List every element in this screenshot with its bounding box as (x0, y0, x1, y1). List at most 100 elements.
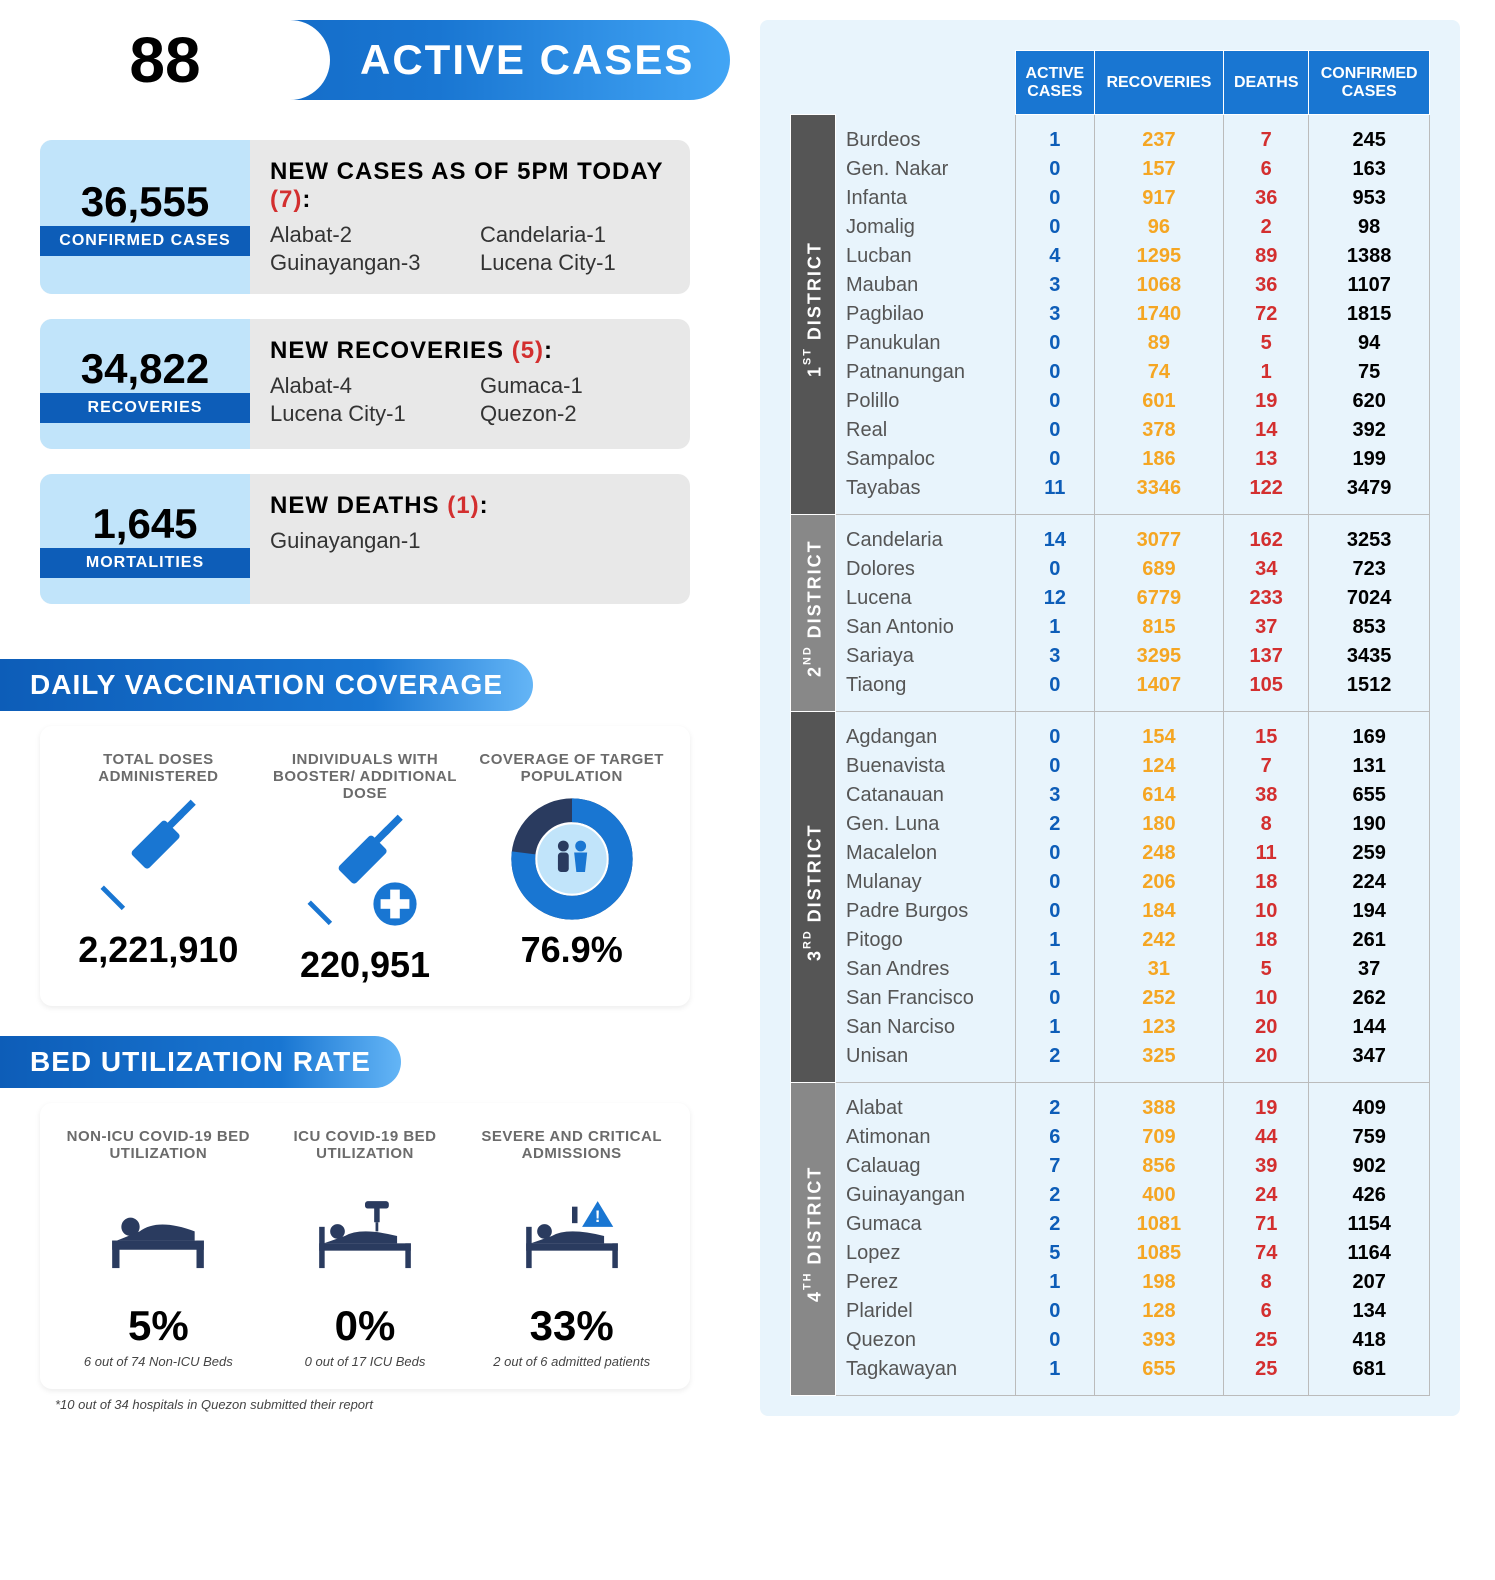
recoveries-head: NEW RECOVERIES (5): (270, 337, 670, 365)
cell-dth: 10 (1224, 984, 1309, 1013)
cell-rec: 709 (1094, 1123, 1223, 1152)
table-row: Lucban41295891388 (791, 242, 1430, 271)
cell-dth: 5 (1224, 329, 1309, 358)
cell-conf: 681 (1309, 1355, 1430, 1396)
cell-rec: 31 (1094, 955, 1223, 984)
cell-rec: 242 (1094, 926, 1223, 955)
cell-muni: Panukulan (836, 329, 1016, 358)
cell-conf: 199 (1309, 445, 1430, 474)
cell-dth: 37 (1224, 613, 1309, 642)
cell-dth: 10 (1224, 897, 1309, 926)
cell-muni: Alabat (836, 1083, 1016, 1124)
cell-rec: 3295 (1094, 642, 1223, 671)
recoveries-value: 34,822 (81, 345, 209, 393)
cell-conf: 347 (1309, 1042, 1430, 1083)
active-cases-banner: 88 ACTIVE CASES (0, 20, 730, 100)
district-label: 4TH DISTRICT (791, 1083, 836, 1396)
recoveries-details: Alabat-4Gumaca-1Lucena City-1Quezon-2 (270, 373, 670, 427)
table-row: Pitogo124218261 (791, 926, 1430, 955)
cell-muni: Catanauan (836, 781, 1016, 810)
cell-active: 2 (1016, 1181, 1095, 1210)
cell-active: 2 (1016, 1210, 1095, 1239)
cell-dth: 18 (1224, 926, 1309, 955)
table-row: Atimonan670944759 (791, 1123, 1430, 1152)
cell-conf: 426 (1309, 1181, 1430, 1210)
bed-nonicu: NON-ICU COVID-19 BED UTILIZATION 5% 6 ou… (60, 1128, 257, 1369)
detail-item: Lucena City-1 (480, 250, 670, 276)
cell-active: 5 (1016, 1239, 1095, 1268)
detail-item: Guinayangan-3 (270, 250, 460, 276)
table-row: Pagbilao31740721815 (791, 300, 1430, 329)
cell-active: 2 (1016, 1083, 1095, 1124)
cell-conf: 392 (1309, 416, 1430, 445)
cell-rec: 856 (1094, 1152, 1223, 1181)
bed-severe-value: 33% (473, 1302, 670, 1350)
cell-dth: 162 (1224, 515, 1309, 556)
cell-rec: 180 (1094, 810, 1223, 839)
cell-rec: 325 (1094, 1042, 1223, 1083)
bed-icon (60, 1176, 257, 1296)
cell-muni: Guinayangan (836, 1181, 1016, 1210)
cell-conf: 261 (1309, 926, 1430, 955)
cell-muni: Padre Burgos (836, 897, 1016, 926)
cell-rec: 206 (1094, 868, 1223, 897)
cell-conf: 1512 (1309, 671, 1430, 712)
table-row: Mulanay020618224 (791, 868, 1430, 897)
table-row: Sariaya332951373435 (791, 642, 1430, 671)
cell-muni: Unisan (836, 1042, 1016, 1083)
cell-dth: 7 (1224, 115, 1309, 156)
syringe-plus-icon (267, 814, 464, 934)
table-row: Infanta091736953 (791, 184, 1430, 213)
table-row: Catanauan361438655 (791, 781, 1430, 810)
confirmed-details: Alabat-2Candelaria-1Guinayangan-3Lucena … (270, 222, 670, 276)
cell-active: 0 (1016, 868, 1095, 897)
cell-active: 0 (1016, 897, 1095, 926)
mortalities-value: 1,645 (92, 500, 197, 548)
table-row: Gen. Nakar01576163 (791, 155, 1430, 184)
cell-active: 0 (1016, 416, 1095, 445)
vax-booster-value: 220,951 (267, 944, 464, 986)
cell-muni: Atimonan (836, 1123, 1016, 1152)
cell-conf: 3253 (1309, 515, 1430, 556)
cell-conf: 134 (1309, 1297, 1430, 1326)
table-row: Tiaong014071051512 (791, 671, 1430, 712)
table-row: 4TH DISTRICTAlabat238819409 (791, 1083, 1430, 1124)
cell-dth: 39 (1224, 1152, 1309, 1181)
table-row: Unisan232520347 (791, 1042, 1430, 1083)
cell-active: 0 (1016, 1297, 1095, 1326)
cell-active: 0 (1016, 671, 1095, 712)
donut-chart-icon (473, 799, 670, 919)
cell-dth: 19 (1224, 1083, 1309, 1124)
cell-rec: 815 (1094, 613, 1223, 642)
table-row: Sampaloc018613199 (791, 445, 1430, 474)
cell-conf: 1815 (1309, 300, 1430, 329)
cell-muni: Buenavista (836, 752, 1016, 781)
cell-conf: 259 (1309, 839, 1430, 868)
mortalities-head: NEW DEATHS (1): (270, 492, 670, 520)
cell-conf: 75 (1309, 358, 1430, 387)
cell-rec: 154 (1094, 712, 1223, 753)
cell-active: 7 (1016, 1152, 1095, 1181)
table-row: San Andres131537 (791, 955, 1430, 984)
cell-dth: 24 (1224, 1181, 1309, 1210)
cell-muni: Gumaca (836, 1210, 1016, 1239)
vax-coverage-value: 76.9% (473, 929, 670, 971)
cell-rec: 74 (1094, 358, 1223, 387)
table-row: 3RD DISTRICTAgdangan015415169 (791, 712, 1430, 753)
cell-active: 12 (1016, 584, 1095, 613)
cell-active: 0 (1016, 184, 1095, 213)
vax-doses-value: 2,221,910 (60, 929, 257, 971)
cell-rec: 123 (1094, 1013, 1223, 1042)
cell-dth: 36 (1224, 184, 1309, 213)
cell-rec: 6779 (1094, 584, 1223, 613)
cell-conf: 620 (1309, 387, 1430, 416)
cell-rec: 388 (1094, 1083, 1223, 1124)
cell-muni: Pitogo (836, 926, 1016, 955)
active-cases-value: 88 (0, 20, 330, 100)
cell-rec: 198 (1094, 1268, 1223, 1297)
cell-conf: 194 (1309, 897, 1430, 926)
cell-dth: 2 (1224, 213, 1309, 242)
th-confirmed: CONFIRMEDCASES (1309, 51, 1430, 115)
cell-conf: 1388 (1309, 242, 1430, 271)
bed-nonicu-value: 5% (60, 1302, 257, 1350)
